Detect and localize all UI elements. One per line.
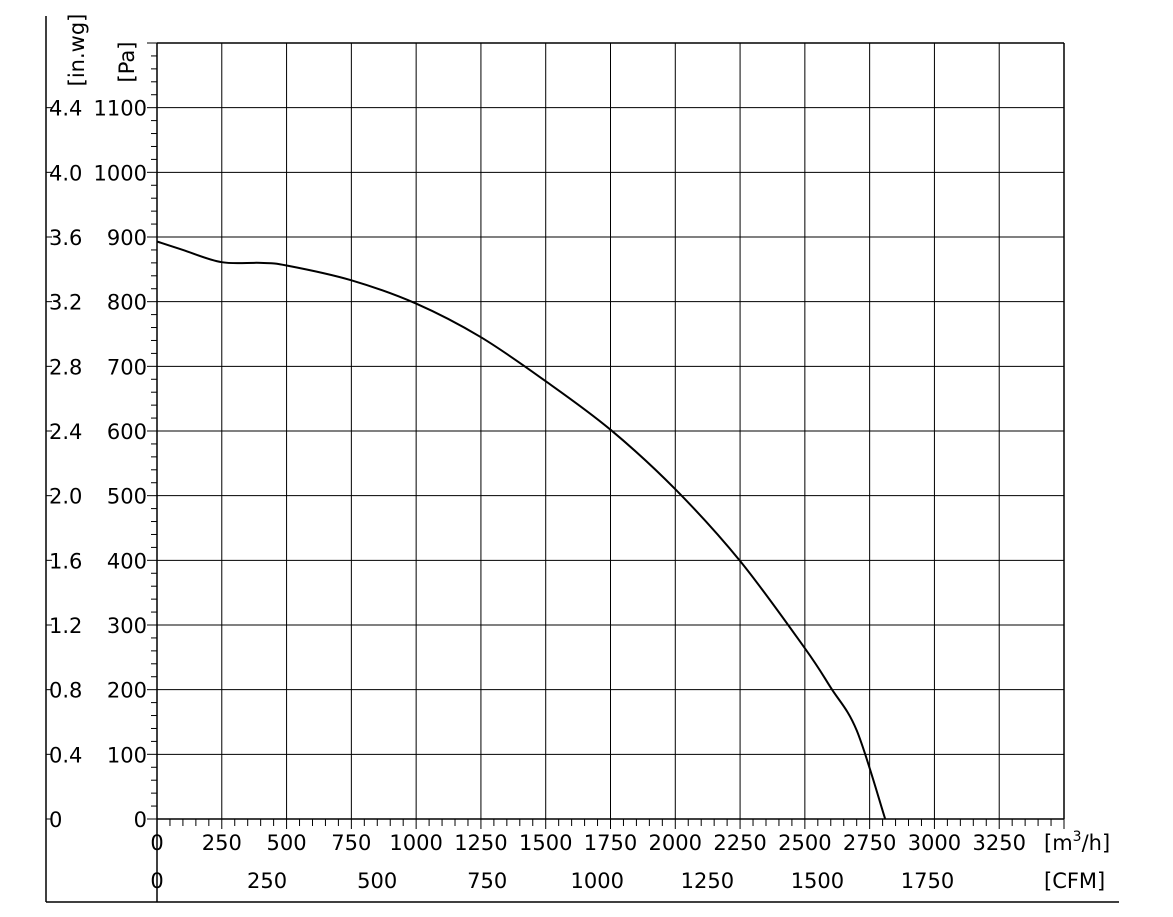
y-tick-label-inwg: 1.2 xyxy=(49,614,82,638)
x-tick-label-m3h: 750 xyxy=(331,831,371,855)
x-tick-label-m3h: 3250 xyxy=(972,831,1025,855)
x-unit-tail: /h] xyxy=(1082,831,1111,855)
x-tick-label-m3h: 0 xyxy=(150,831,163,855)
y-tick-label-pa: 600 xyxy=(107,420,147,444)
y-unit-pa-label: [Pa] xyxy=(115,42,139,83)
y-tick-label-inwg: 0 xyxy=(49,808,62,832)
x-tick-label-m3h: 3000 xyxy=(908,831,961,855)
grid-layer xyxy=(156,42,1065,820)
x-tick-label-m3h: 2750 xyxy=(843,831,896,855)
x-tick-label-cfm: 1500 xyxy=(791,869,844,893)
pressure-flow-curve xyxy=(156,240,887,820)
y-tick-label-pa: 800 xyxy=(107,291,147,315)
y-tick-label-pa: 1000 xyxy=(94,161,147,185)
y-tick-label-inwg: 2.4 xyxy=(49,420,82,444)
y-tick-label-pa: 100 xyxy=(107,743,147,767)
y-tick-label-pa: 500 xyxy=(107,485,147,509)
x-tick-label-cfm: 500 xyxy=(357,869,397,893)
y-tick-label-pa: 300 xyxy=(107,614,147,638)
y-tick-label-inwg: 0.4 xyxy=(49,743,82,767)
y-tick-label-pa: 0 xyxy=(134,808,147,832)
x-tick-label-cfm: 1750 xyxy=(901,869,954,893)
y-tick-label-inwg: 1.6 xyxy=(49,549,82,573)
x-tick-label-cfm: 250 xyxy=(247,869,287,893)
x-tick-label-m3h: 500 xyxy=(267,831,307,855)
x-tick-label-cfm: 0 xyxy=(150,869,163,893)
x-tick-label-m3h: 2000 xyxy=(649,831,702,855)
x-tick-label-m3h: 2500 xyxy=(778,831,831,855)
x-unit-cfm-label: [CFM] xyxy=(1044,869,1105,893)
x-tick-label-cfm: 750 xyxy=(467,869,507,893)
x-unit-superscript: 3 xyxy=(1073,829,1082,845)
x-tick-label-m3h: 1500 xyxy=(519,831,572,855)
x-tick-label-m3h: 1750 xyxy=(584,831,637,855)
y-tick-label-pa: 900 xyxy=(107,226,147,250)
minor-ticks-layer xyxy=(46,42,1065,829)
y-unit-inwg-label: [in.wg] xyxy=(65,14,89,87)
y-tick-label-pa: 200 xyxy=(107,679,147,703)
x-unit-base: [m xyxy=(1044,831,1073,855)
y-tick-label-inwg: 0.8 xyxy=(49,679,82,703)
x-tick-label-cfm: 1000 xyxy=(571,869,624,893)
x-unit-m3h-label: [m3/h] xyxy=(1044,829,1110,855)
y-tick-label-pa: 1100 xyxy=(94,97,147,121)
y-tick-label-inwg: 4.4 xyxy=(49,97,82,121)
x-tick-label-m3h: 1000 xyxy=(389,831,442,855)
frame-layer xyxy=(45,16,1119,903)
labels-layer: 0 100 200 300 400 500 600 700 800 900 1000 1100 0 0.4… xyxy=(49,97,1026,893)
x-tick-label-m3h: 2250 xyxy=(713,831,766,855)
y-tick-label-inwg: 2.8 xyxy=(49,355,82,379)
x-tick-label-m3h: 250 xyxy=(202,831,242,855)
y-tick-label-pa: 700 xyxy=(107,355,147,379)
y-tick-label-pa: 400 xyxy=(107,549,147,573)
x-tick-label-cfm: 1250 xyxy=(681,869,734,893)
y-tick-label-inwg: 3.6 xyxy=(49,226,82,250)
x-tick-label-m3h: 1250 xyxy=(454,831,507,855)
y-tick-label-inwg: 3.2 xyxy=(49,291,82,315)
y-tick-label-inwg: 2.0 xyxy=(49,485,82,509)
y-tick-label-inwg: 4.0 xyxy=(49,161,82,185)
